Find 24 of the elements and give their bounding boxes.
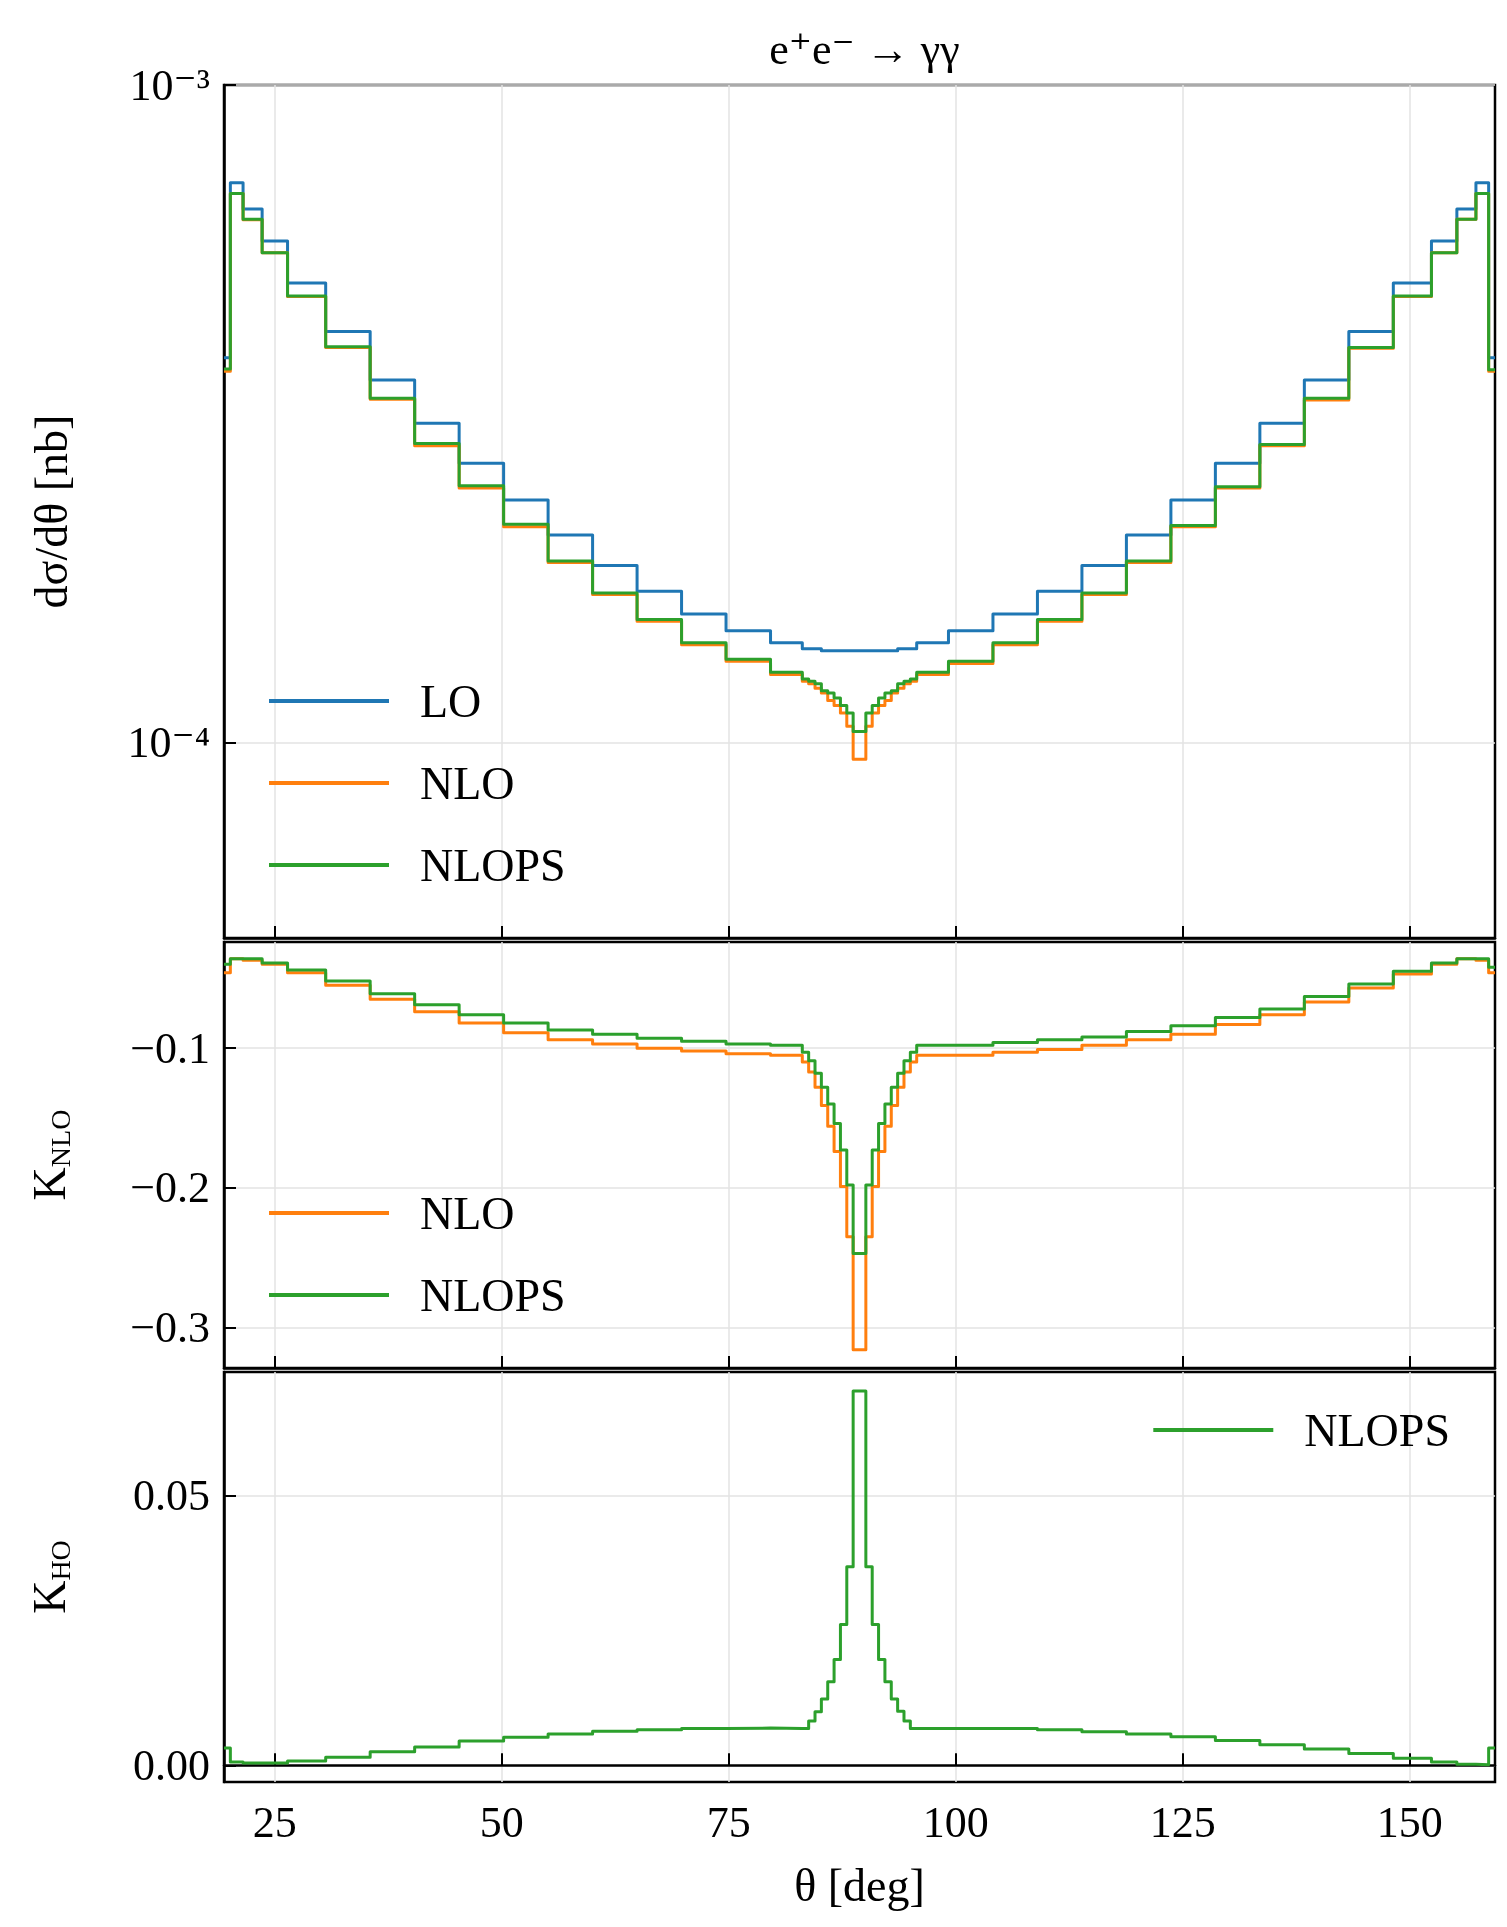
y-tick-label: 10⁻³	[129, 60, 210, 110]
legend-label: LO	[420, 675, 482, 727]
x-tick-label: 25	[252, 1797, 297, 1847]
y-tick-label: 0.00	[133, 1740, 210, 1790]
y-tick-label: 10⁻⁴	[127, 718, 210, 768]
x-tick-label: 75	[706, 1797, 751, 1847]
legend-label: NLOPS	[420, 839, 566, 891]
x-tick-label: 125	[1149, 1797, 1216, 1847]
y-tick-label: −0.1	[130, 1023, 210, 1073]
y-tick-label: −0.3	[130, 1303, 210, 1352]
y-axis-title: KHO	[23, 1540, 76, 1614]
y-axis-title: dσ/dθ [nb]	[25, 414, 77, 609]
x-tick-label: 150	[1376, 1797, 1443, 1847]
legend-label: NLOPS	[1304, 1404, 1451, 1456]
legend-label: NLO	[420, 1187, 515, 1239]
chart-title: e⁺e⁻ → γγ	[769, 24, 960, 74]
x-axis-title: θ [deg]	[794, 1859, 925, 1911]
y-tick-label: −0.2	[130, 1163, 210, 1213]
legend-label: NLOPS	[420, 1269, 566, 1321]
y-tick-label: 0.05	[133, 1471, 210, 1521]
x-tick-label: 50	[479, 1797, 524, 1847]
x-tick-label: 100	[922, 1797, 989, 1847]
y-axis-title: KNLO	[23, 1109, 76, 1201]
legend-label: NLO	[420, 757, 515, 809]
